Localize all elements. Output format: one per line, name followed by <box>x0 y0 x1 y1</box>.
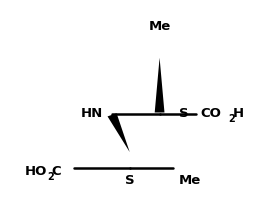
Text: C: C <box>52 165 61 178</box>
Text: HN: HN <box>80 107 103 120</box>
Text: HO: HO <box>25 165 48 178</box>
Polygon shape <box>108 113 130 152</box>
Text: 2: 2 <box>48 172 54 182</box>
Text: 2: 2 <box>228 115 235 124</box>
Text: Me: Me <box>149 20 171 33</box>
Text: S: S <box>125 174 135 187</box>
Text: CO: CO <box>200 107 221 120</box>
Text: Me: Me <box>179 174 201 187</box>
Polygon shape <box>155 58 164 112</box>
Text: H: H <box>233 107 244 120</box>
Text: S: S <box>179 107 188 120</box>
